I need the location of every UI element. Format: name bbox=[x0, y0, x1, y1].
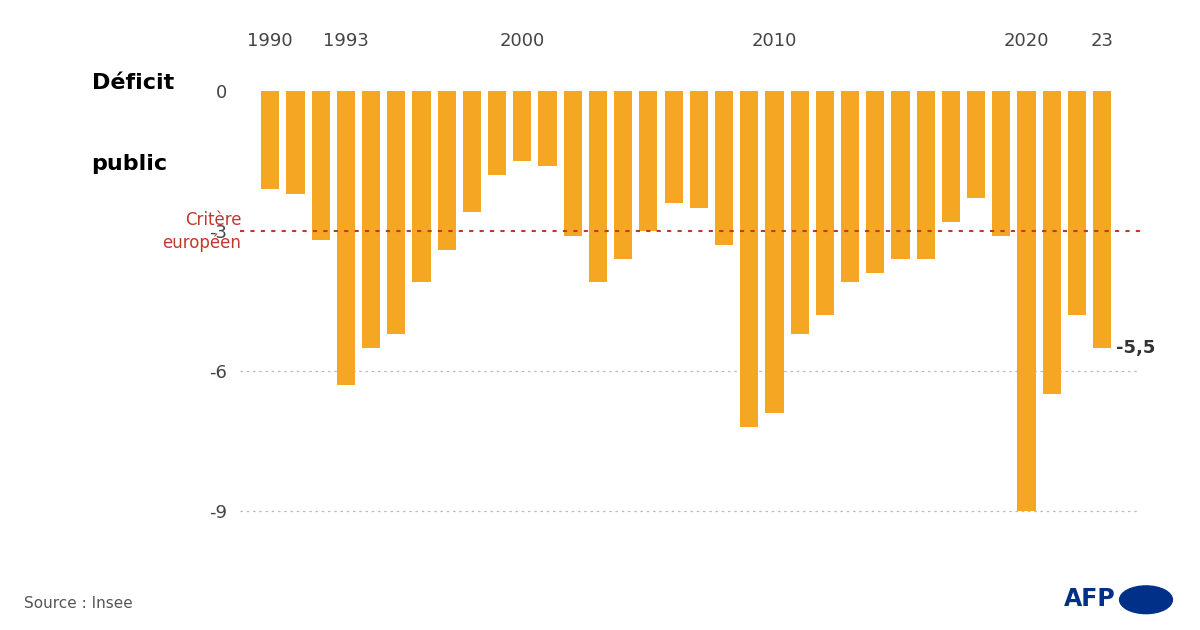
Bar bbox=[614, 91, 632, 259]
Bar bbox=[539, 91, 557, 166]
Bar bbox=[992, 91, 1010, 236]
Bar bbox=[715, 91, 733, 245]
Bar bbox=[1043, 91, 1061, 394]
Text: Déficit: Déficit bbox=[91, 73, 174, 93]
Bar bbox=[892, 91, 910, 259]
Text: européen: européen bbox=[162, 234, 241, 252]
Bar bbox=[640, 91, 658, 231]
Bar bbox=[766, 91, 784, 413]
Text: Source : Insee: Source : Insee bbox=[24, 596, 133, 611]
Bar bbox=[488, 91, 506, 175]
Bar bbox=[463, 91, 481, 212]
Bar bbox=[665, 91, 683, 203]
Bar bbox=[816, 91, 834, 315]
Bar bbox=[1018, 91, 1036, 511]
Bar bbox=[1093, 91, 1111, 348]
Bar bbox=[589, 91, 607, 282]
Bar bbox=[564, 91, 582, 236]
Bar bbox=[791, 91, 809, 334]
Text: -5,5: -5,5 bbox=[1116, 339, 1156, 357]
Text: Critère: Critère bbox=[185, 210, 241, 229]
Text: AFP: AFP bbox=[1064, 587, 1116, 611]
Bar bbox=[362, 91, 380, 348]
Bar bbox=[690, 91, 708, 208]
Bar bbox=[841, 91, 859, 282]
Text: public: public bbox=[91, 154, 168, 174]
Bar bbox=[866, 91, 884, 273]
Bar bbox=[917, 91, 935, 259]
Bar bbox=[413, 91, 431, 282]
Bar bbox=[388, 91, 406, 334]
Bar bbox=[1068, 91, 1086, 315]
Bar bbox=[287, 91, 305, 193]
Bar bbox=[312, 91, 330, 240]
Bar bbox=[514, 91, 532, 161]
Bar bbox=[740, 91, 758, 427]
Bar bbox=[337, 91, 355, 385]
Bar bbox=[967, 91, 985, 198]
Bar bbox=[262, 91, 280, 189]
Bar bbox=[438, 91, 456, 249]
Bar bbox=[942, 91, 960, 222]
